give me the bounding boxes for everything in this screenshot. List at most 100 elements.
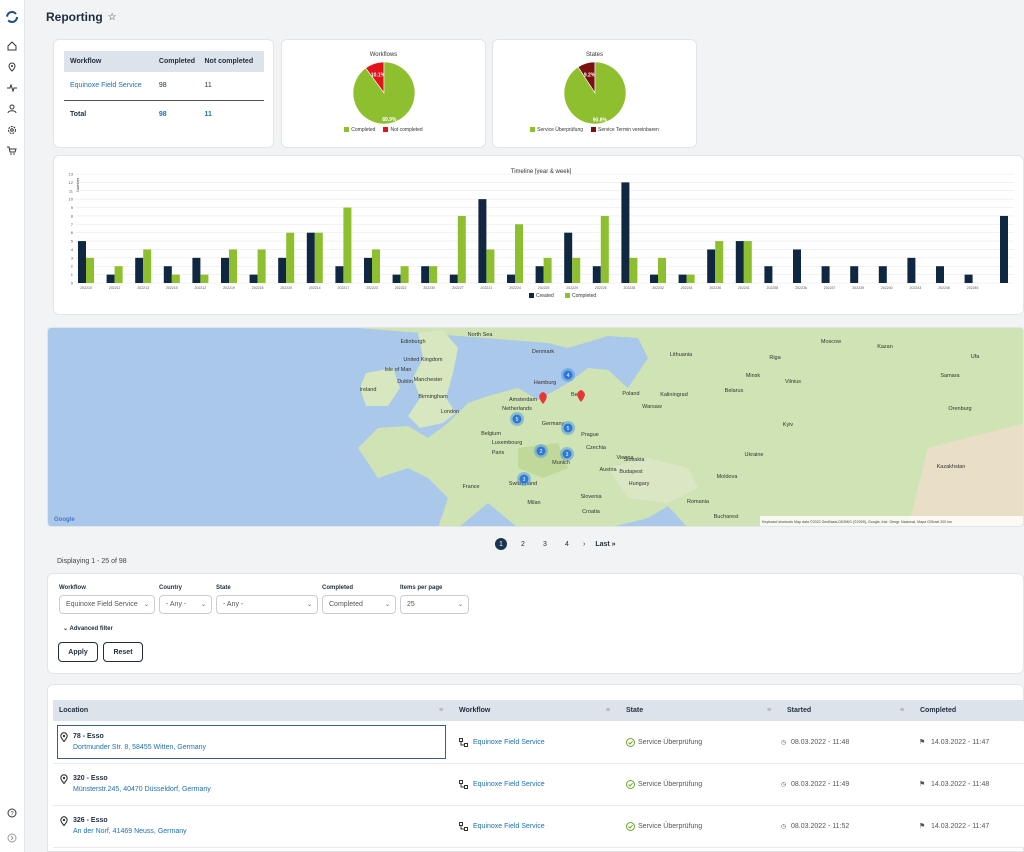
timeline-bar-created[interactable]: [163, 266, 172, 283]
help-icon[interactable]: ?: [4, 805, 20, 821]
state-sort-icon[interactable]: ≡: [767, 707, 772, 714]
timeline-bar-created[interactable]: [78, 241, 86, 283]
filter-completed-select[interactable]: Completed ⌄: [322, 595, 396, 614]
map[interactable]: Denmark Lithuania United Kingdom Isle of Ma…: [48, 328, 1024, 527]
timeline-bar-completed[interactable]: [314, 232, 323, 283]
timeline-bar-completed[interactable]: [143, 249, 152, 283]
timeline-bar-created[interactable]: [507, 274, 515, 283]
timeline-bar-completed[interactable]: [715, 241, 724, 283]
app-logo-icon[interactable]: [4, 9, 20, 25]
page-1-button[interactable]: 1: [495, 538, 507, 550]
cart-icon[interactable]: [4, 143, 20, 159]
activity-icon[interactable]: [4, 80, 20, 96]
timeline-bar-created[interactable]: [678, 274, 687, 283]
timeline-bar-created[interactable]: [535, 266, 544, 283]
workflow-sort-icon[interactable]: ≡: [606, 707, 611, 714]
workflows-pie-slice[interactable]: [352, 61, 416, 125]
timeline-bar-completed[interactable]: [686, 274, 695, 283]
timeline-bar-completed[interactable]: [658, 257, 666, 283]
location-name[interactable]: 78 - Esso: [73, 733, 104, 740]
timeline-bar-created[interactable]: [364, 257, 372, 283]
filter-country-select[interactable]: - Any - ⌄: [159, 595, 212, 614]
timeline-bar-created[interactable]: [306, 232, 315, 283]
timeline-bar-completed[interactable]: [429, 266, 438, 283]
map-pin-marker[interactable]: [539, 392, 547, 404]
timeline-bar-completed[interactable]: [200, 274, 209, 283]
expand-sidebar-icon[interactable]: [4, 830, 20, 846]
timeline-bar-completed[interactable]: [86, 257, 94, 283]
timeline-bar-completed[interactable]: [543, 257, 552, 283]
states-pie-slice[interactable]: [563, 61, 627, 125]
timeline-bar-created[interactable]: [964, 274, 973, 283]
timeline-bar-created[interactable]: [449, 274, 458, 283]
timeline-bar-created[interactable]: [564, 232, 573, 283]
col-location-header[interactable]: Location: [59, 707, 89, 714]
timeline-bar-created[interactable]: [907, 257, 916, 283]
timeline-bar-created[interactable]: [878, 266, 887, 283]
location-address[interactable]: Münsterstr.245, 40470 Düsseldorf, German…: [73, 786, 211, 793]
location-address[interactable]: An der Norf, 41469 Neuss, Germany: [73, 828, 187, 835]
timeline-bar-completed[interactable]: [600, 215, 609, 283]
page-2-button[interactable]: 2: [521, 540, 525, 548]
last-page-button[interactable]: Last »: [595, 540, 616, 548]
filter-state-select[interactable]: - Any - ⌄: [216, 595, 318, 614]
map-pin-marker[interactable]: [577, 390, 585, 402]
timeline-bar-completed[interactable]: [743, 241, 752, 283]
next-page-button[interactable]: ›: [583, 540, 586, 548]
summary-workflow-link[interactable]: Equinoxe Field Service: [70, 82, 142, 90]
timeline-bar-completed[interactable]: [515, 224, 523, 283]
timeline-bar-completed[interactable]: [400, 266, 409, 283]
timeline-bar-created[interactable]: [106, 274, 115, 283]
started-sort-icon[interactable]: ≡: [900, 707, 905, 714]
timeline-bar-created[interactable]: [192, 257, 201, 283]
timeline-bar-created[interactable]: [335, 266, 344, 283]
home-icon[interactable]: [4, 38, 20, 54]
location-name[interactable]: 320 - Esso: [73, 775, 108, 782]
col-state-header[interactable]: State: [626, 707, 644, 714]
settings-icon[interactable]: [4, 122, 20, 138]
timeline-bar-created[interactable]: [936, 266, 944, 283]
map-cluster-marker[interactable]: [536, 446, 546, 456]
timeline-bar-completed[interactable]: [457, 215, 466, 283]
timeline-bar-created[interactable]: [821, 266, 830, 283]
timeline-bar-created[interactable]: [650, 274, 658, 283]
timeline-bar-completed[interactable]: [572, 257, 581, 283]
map-attribution[interactable]: Keyboard shortcuts Map data ©2022 GeoBas…: [762, 520, 952, 524]
map-cluster-marker[interactable]: [562, 449, 572, 459]
location-icon[interactable]: [4, 59, 20, 75]
user-icon[interactable]: [4, 101, 20, 117]
filter-workflow-select[interactable]: Equinoxe Field Service ⌄: [59, 595, 155, 614]
timeline-bar-completed[interactable]: [114, 266, 123, 283]
timeline-bar-created[interactable]: [221, 257, 229, 283]
table-row[interactable]: 78 - Esso Dortmunder Str. 8, 58455 Witte…: [53, 722, 1024, 764]
location-sort-icon[interactable]: ≡: [439, 707, 444, 714]
row-workflow-link[interactable]: Equinoxe Field Service: [473, 739, 545, 746]
timeline-bar-created[interactable]: [135, 257, 144, 283]
timeline-bar-completed[interactable]: [257, 249, 266, 283]
filter-items-select[interactable]: 25 ⌄: [400, 595, 469, 614]
timeline-bar-created[interactable]: [850, 266, 859, 283]
col-completed-header[interactable]: Completed: [920, 707, 957, 714]
timeline-bar-completed[interactable]: [629, 257, 638, 283]
timeline-bar-completed[interactable]: [229, 249, 237, 283]
timeline-bar-created[interactable]: [707, 249, 716, 283]
apply-button[interactable]: Apply: [58, 642, 98, 662]
timeline-bar-created[interactable]: [592, 266, 601, 283]
timeline-bar-completed[interactable]: [486, 249, 495, 283]
map-cluster-marker[interactable]: [512, 414, 522, 424]
page-3-button[interactable]: 3: [543, 540, 547, 548]
map-cluster-marker[interactable]: [563, 423, 573, 433]
map-cluster-marker[interactable]: [519, 474, 529, 484]
timeline-bar-created[interactable]: [392, 274, 401, 283]
timeline-bar-created[interactable]: [793, 249, 801, 283]
col-workflow-header[interactable]: Workflow: [459, 707, 491, 714]
reset-button[interactable]: Reset: [103, 642, 143, 662]
table-row[interactable]: 320 - Esso Münsterstr.245, 40470 Düsseld…: [53, 764, 1024, 806]
location-name[interactable]: 326 - Esso: [73, 817, 108, 824]
map-cluster-marker[interactable]: [563, 370, 573, 380]
timeline-bar-completed[interactable]: [171, 274, 180, 283]
advanced-filter-toggle[interactable]: ⌄ Advanced filter: [63, 625, 113, 632]
timeline-bar-completed[interactable]: [343, 207, 352, 283]
timeline-bar-completed[interactable]: [286, 232, 295, 283]
timeline-bar-created[interactable]: [421, 266, 430, 283]
